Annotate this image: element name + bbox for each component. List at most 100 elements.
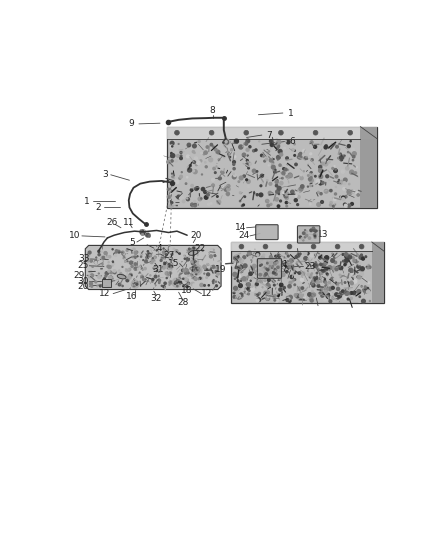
Circle shape [349,294,350,295]
Circle shape [304,252,307,255]
Circle shape [171,265,173,266]
Circle shape [169,265,170,267]
Circle shape [324,261,328,264]
Circle shape [274,269,276,270]
Circle shape [229,141,230,143]
Circle shape [241,266,243,268]
Circle shape [296,152,299,155]
Circle shape [327,273,328,275]
Circle shape [98,251,100,253]
Circle shape [181,200,183,201]
Circle shape [285,168,287,171]
Circle shape [368,264,369,265]
Circle shape [279,164,281,166]
Circle shape [204,151,207,154]
Circle shape [209,131,214,135]
Circle shape [238,266,242,270]
Circle shape [344,155,345,156]
Text: 32: 32 [150,294,162,303]
Circle shape [204,285,205,286]
Circle shape [241,205,243,206]
Circle shape [180,175,183,178]
Circle shape [148,235,150,237]
Circle shape [136,284,138,285]
Text: 11: 11 [123,218,134,227]
Circle shape [126,249,128,251]
Circle shape [336,296,339,299]
Circle shape [148,235,150,237]
Circle shape [141,233,143,235]
Circle shape [193,284,195,286]
Circle shape [275,181,278,183]
Circle shape [347,190,351,194]
Circle shape [147,235,148,236]
Circle shape [311,172,312,173]
Circle shape [240,259,244,262]
Circle shape [128,269,129,270]
Circle shape [272,271,275,274]
Circle shape [262,268,263,269]
Circle shape [330,257,333,260]
Circle shape [284,194,288,198]
Circle shape [243,264,247,268]
Text: 26: 26 [106,218,117,227]
Circle shape [223,142,224,143]
Circle shape [267,261,268,262]
Circle shape [134,284,135,285]
Text: 12: 12 [201,289,212,298]
Circle shape [195,270,197,272]
Circle shape [287,261,290,263]
Circle shape [266,297,269,300]
Circle shape [315,254,318,256]
Circle shape [299,294,303,297]
Circle shape [316,272,318,274]
Circle shape [287,263,290,265]
Circle shape [126,279,129,282]
Circle shape [295,256,298,259]
Circle shape [283,168,285,170]
Circle shape [217,272,219,275]
Circle shape [215,285,217,287]
Circle shape [334,204,336,205]
Circle shape [192,169,194,172]
Circle shape [108,281,110,284]
Circle shape [265,272,267,273]
Text: 1: 1 [288,109,293,117]
Circle shape [147,233,148,235]
Circle shape [207,193,209,196]
Circle shape [342,198,345,200]
Circle shape [141,231,142,232]
Circle shape [313,228,315,230]
Circle shape [102,256,105,259]
Circle shape [335,268,338,271]
Circle shape [340,156,343,159]
Circle shape [310,173,313,176]
Circle shape [161,256,164,259]
Circle shape [312,284,314,285]
Circle shape [150,261,153,264]
Circle shape [247,251,251,255]
Circle shape [299,236,301,238]
Circle shape [179,177,181,179]
Circle shape [170,266,172,268]
Circle shape [331,259,334,262]
Circle shape [290,265,293,269]
Circle shape [366,266,367,268]
Circle shape [173,185,177,189]
Circle shape [130,261,133,264]
Circle shape [286,298,289,302]
Circle shape [249,146,251,148]
Circle shape [315,230,317,232]
Circle shape [246,139,250,143]
Circle shape [162,266,166,269]
Circle shape [185,183,187,184]
Circle shape [288,173,292,177]
Circle shape [245,142,247,145]
Text: 6: 6 [290,137,295,146]
Circle shape [226,141,227,142]
Circle shape [334,261,336,264]
Circle shape [268,272,271,276]
Circle shape [277,269,279,272]
Circle shape [193,251,195,253]
Circle shape [325,287,328,291]
